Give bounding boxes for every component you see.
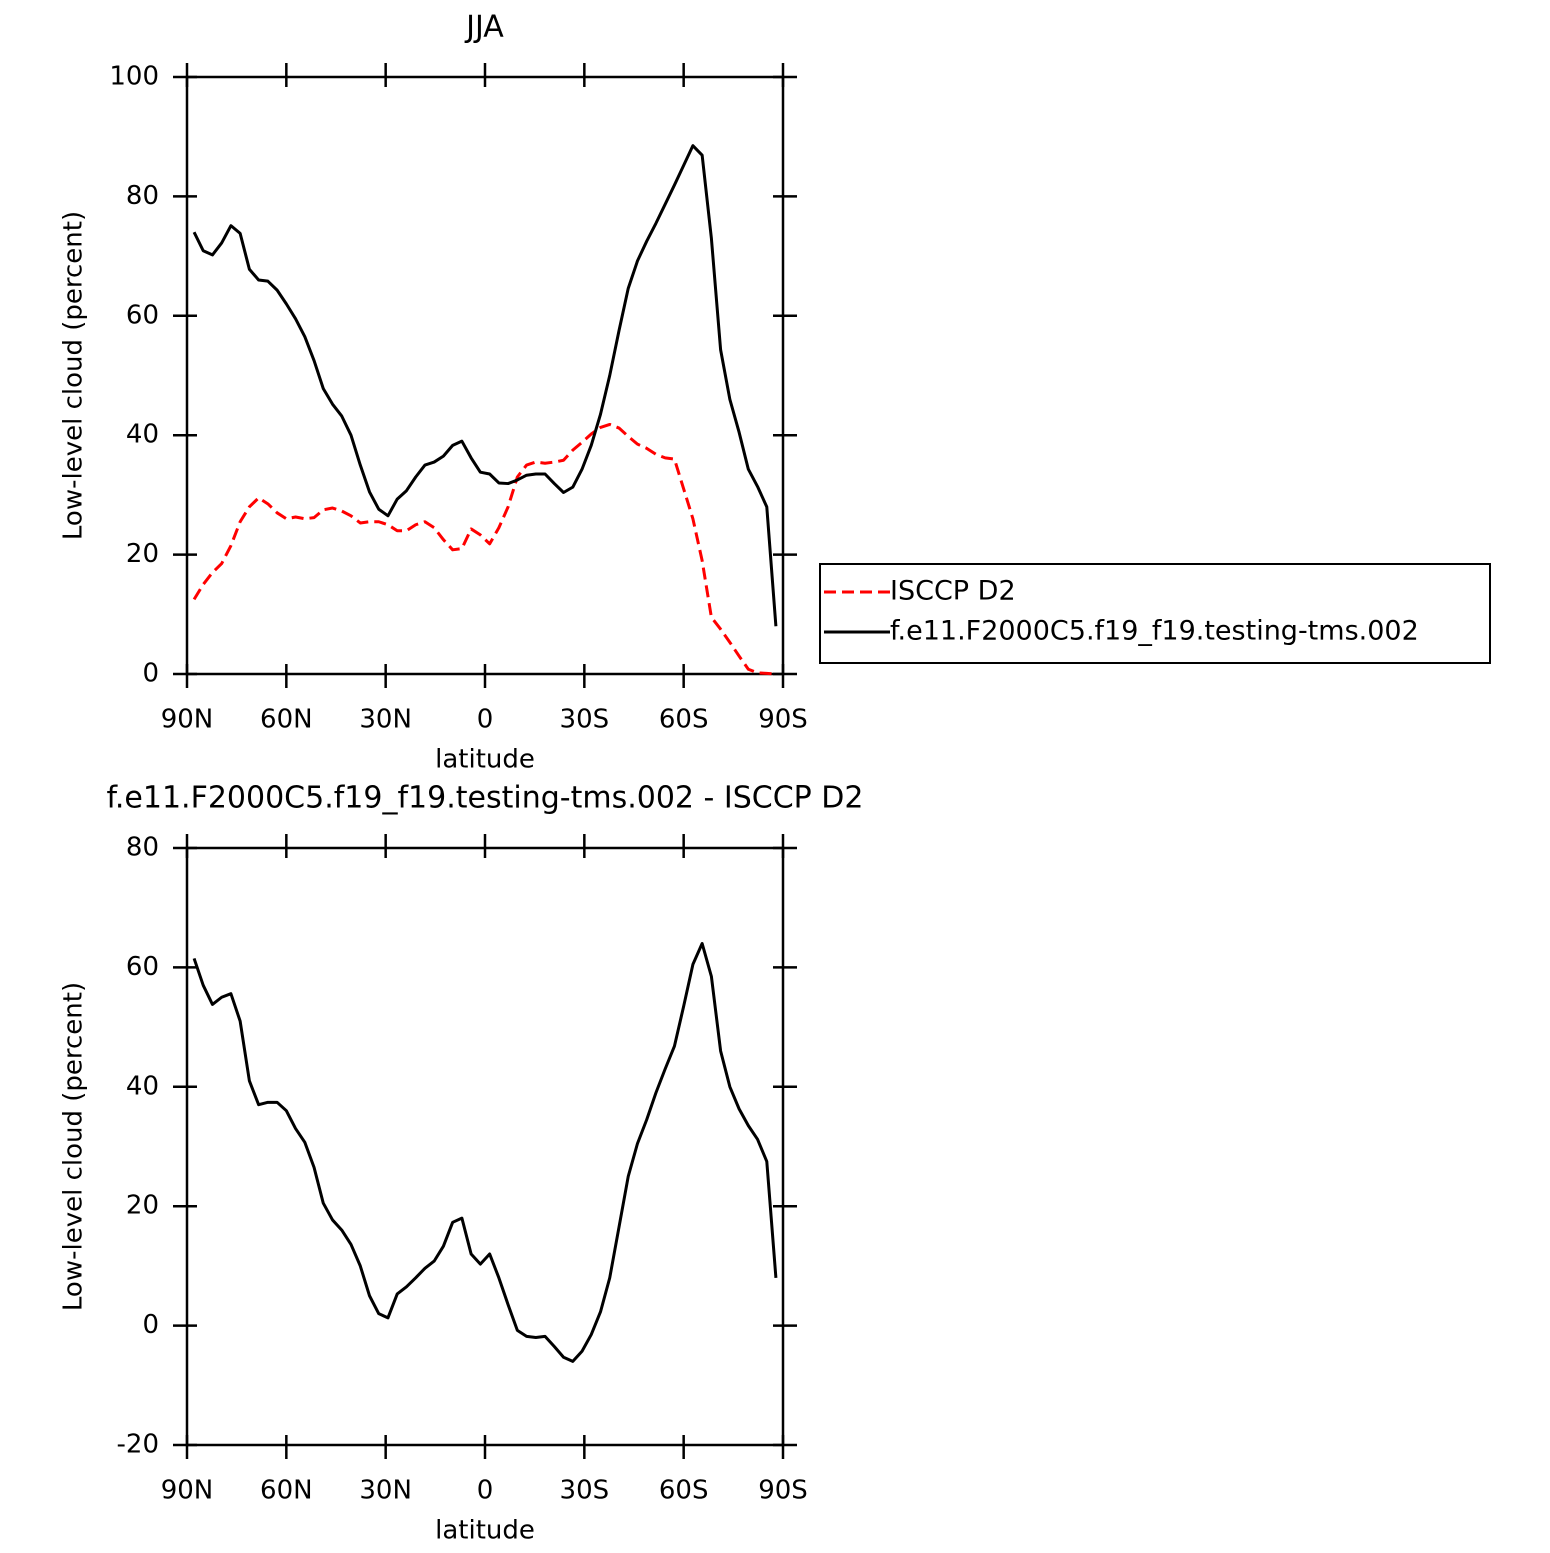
y-tick-label: 80 [126, 833, 159, 863]
chart-title: f.e11.F2000C5.f19_f19.testing-tms.002 - … [106, 781, 863, 816]
x-tick-label: 30N [359, 1476, 412, 1506]
x-tick-label: 30N [359, 705, 412, 735]
y-tick-label: 80 [126, 181, 159, 211]
y-tick-label: -20 [117, 1430, 159, 1460]
x-tick-label: 0 [477, 1476, 494, 1506]
y-tick-label: 20 [126, 539, 159, 569]
x-tick-label: 0 [477, 705, 494, 735]
y-axis-label: Low-level cloud (percent) [59, 982, 89, 1311]
legend-label: f.e11.F2000C5.f19_f19.testing-tms.002 [890, 616, 1419, 647]
y-tick-label: 100 [109, 62, 159, 92]
series-line [192, 144, 778, 627]
y-tick-label: 0 [142, 1310, 159, 1340]
x-tick-label: 30S [560, 1476, 610, 1506]
x-axis-label: latitude [435, 1516, 535, 1546]
legend-label: ISCCP D2 [890, 576, 1016, 607]
x-tick-label: 90S [758, 1476, 808, 1506]
chart-title: JJA [464, 10, 504, 45]
x-tick-label: 90N [161, 1476, 214, 1506]
y-tick-label: 60 [126, 300, 159, 330]
legend: ISCCP D2 f.e11.F2000C5.f19_f19.testing-tm… [819, 563, 1491, 664]
x-tick-label: 90S [758, 705, 808, 735]
series-line [192, 942, 778, 1363]
series-line [192, 422, 777, 676]
y-tick-label: 20 [126, 1191, 159, 1221]
y-tick-label: 40 [126, 420, 159, 450]
x-axis-label: latitude [435, 745, 535, 775]
x-tick-label: 90N [161, 705, 214, 735]
plot-frame [185, 75, 785, 676]
y-tick-label: 0 [142, 659, 159, 689]
x-tick-label: 60N [260, 1476, 313, 1506]
x-tick-label: 60S [659, 705, 709, 735]
y-axis-label: Low-level cloud (percent) [59, 211, 89, 540]
x-tick-label: 60S [659, 1476, 709, 1506]
y-tick-label: 40 [126, 1071, 159, 1101]
y-tick-label: 60 [126, 952, 159, 982]
plot-frame [185, 846, 785, 1447]
x-tick-label: 30S [560, 705, 610, 735]
x-tick-label: 60N [260, 705, 313, 735]
legend-box [819, 563, 1491, 664]
